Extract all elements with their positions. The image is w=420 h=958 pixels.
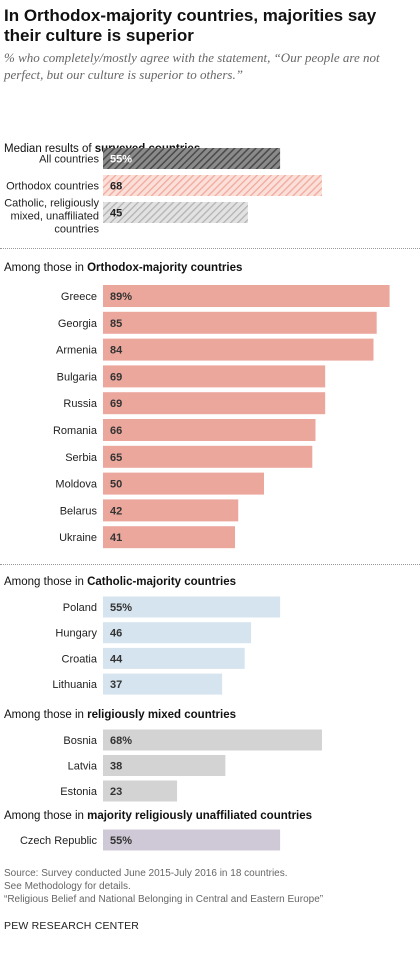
data-label: 69 [110, 371, 122, 383]
data-label: 68 [110, 181, 122, 193]
data-label: 69 [110, 398, 122, 410]
section-header-mixed: Among those in religiously mixed countri… [4, 709, 237, 721]
category-label: Croatia [62, 653, 98, 665]
data-label: 37 [110, 679, 122, 691]
bar [103, 829, 281, 851]
source-line: Source: Survey conducted June 2015-July … [4, 868, 288, 879]
bar [103, 445, 313, 468]
category-label: Czech Republic [20, 835, 98, 847]
category-label: Latvia [68, 761, 98, 773]
section-header-orthodox: Among those in Orthodox-majority countri… [4, 262, 243, 274]
data-label: 65 [110, 452, 122, 464]
data-label: 38 [110, 761, 122, 773]
bar [103, 729, 322, 751]
bar [103, 755, 226, 776]
bar [103, 472, 264, 495]
bar [103, 202, 248, 223]
bar [103, 311, 377, 334]
bar [103, 338, 374, 361]
category-label: Orthodox countries [6, 181, 99, 193]
bar [103, 596, 281, 618]
bar [103, 392, 326, 415]
bar [103, 148, 281, 169]
bar [103, 285, 390, 307]
bar [103, 526, 236, 549]
brand-logo-text: PEW RESEARCH CENTER [4, 920, 140, 932]
category-label: Catholic, religiously [4, 198, 99, 210]
category-label: mixed, unaffiliated [11, 211, 99, 223]
bar [103, 499, 239, 522]
category-label: Greece [61, 291, 97, 303]
category-label: Hungary [55, 628, 97, 640]
bar [103, 365, 326, 388]
bar [103, 673, 223, 695]
bar [103, 175, 322, 196]
category-label: Belarus [60, 505, 98, 517]
category-label: Ukraine [59, 532, 97, 544]
data-label: 55% [110, 602, 132, 614]
category-label: Lithuania [52, 679, 98, 691]
data-label: 46 [110, 628, 122, 640]
category-label: Armenia [56, 345, 98, 357]
bar [103, 647, 245, 669]
bar [103, 622, 252, 644]
source-notes: Source: Survey conducted June 2015-July … [4, 867, 323, 906]
chart-title: In Orthodox-majority countries, majoriti… [4, 6, 377, 45]
category-label: Estonia [60, 786, 98, 798]
data-label: 84 [110, 345, 123, 357]
data-label: 85 [110, 318, 122, 330]
section-divider [0, 564, 420, 565]
data-label: 44 [110, 653, 123, 665]
data-label: 55% [110, 154, 132, 166]
category-label: Poland [63, 602, 97, 614]
data-label: 45 [110, 208, 122, 220]
section-divider [0, 248, 420, 249]
category-label: Georgia [58, 318, 98, 330]
section-header-unaffiliated: Among those in majority religiously unaf… [4, 810, 313, 822]
category-label: Bosnia [63, 735, 98, 747]
category-label: countries [54, 224, 99, 236]
section-header-catholic: Among those in Catholic-majority countri… [4, 576, 236, 588]
category-label: Bulgaria [57, 371, 98, 383]
methodology-line: See Methodology for details. [4, 881, 131, 892]
bar [103, 419, 316, 441]
category-label: All countries [39, 154, 99, 166]
data-label: 68% [110, 735, 132, 747]
category-label: Moldova [55, 479, 97, 491]
category-label: Romania [53, 425, 98, 437]
data-label: 66 [110, 425, 122, 437]
data-label: 42 [110, 505, 122, 517]
data-label: 41 [110, 532, 122, 544]
data-label: 89% [110, 291, 132, 303]
report-title-line: “Religious Belief and National Belonging… [4, 894, 324, 905]
data-label: 23 [110, 786, 122, 798]
data-label: 55% [110, 835, 132, 847]
category-label: Russia [63, 398, 98, 410]
category-label: Serbia [65, 452, 98, 464]
data-label: 50 [110, 479, 122, 491]
bar [103, 780, 178, 802]
chart-subtitle: % who completely/mostly agree with the s… [4, 50, 380, 82]
